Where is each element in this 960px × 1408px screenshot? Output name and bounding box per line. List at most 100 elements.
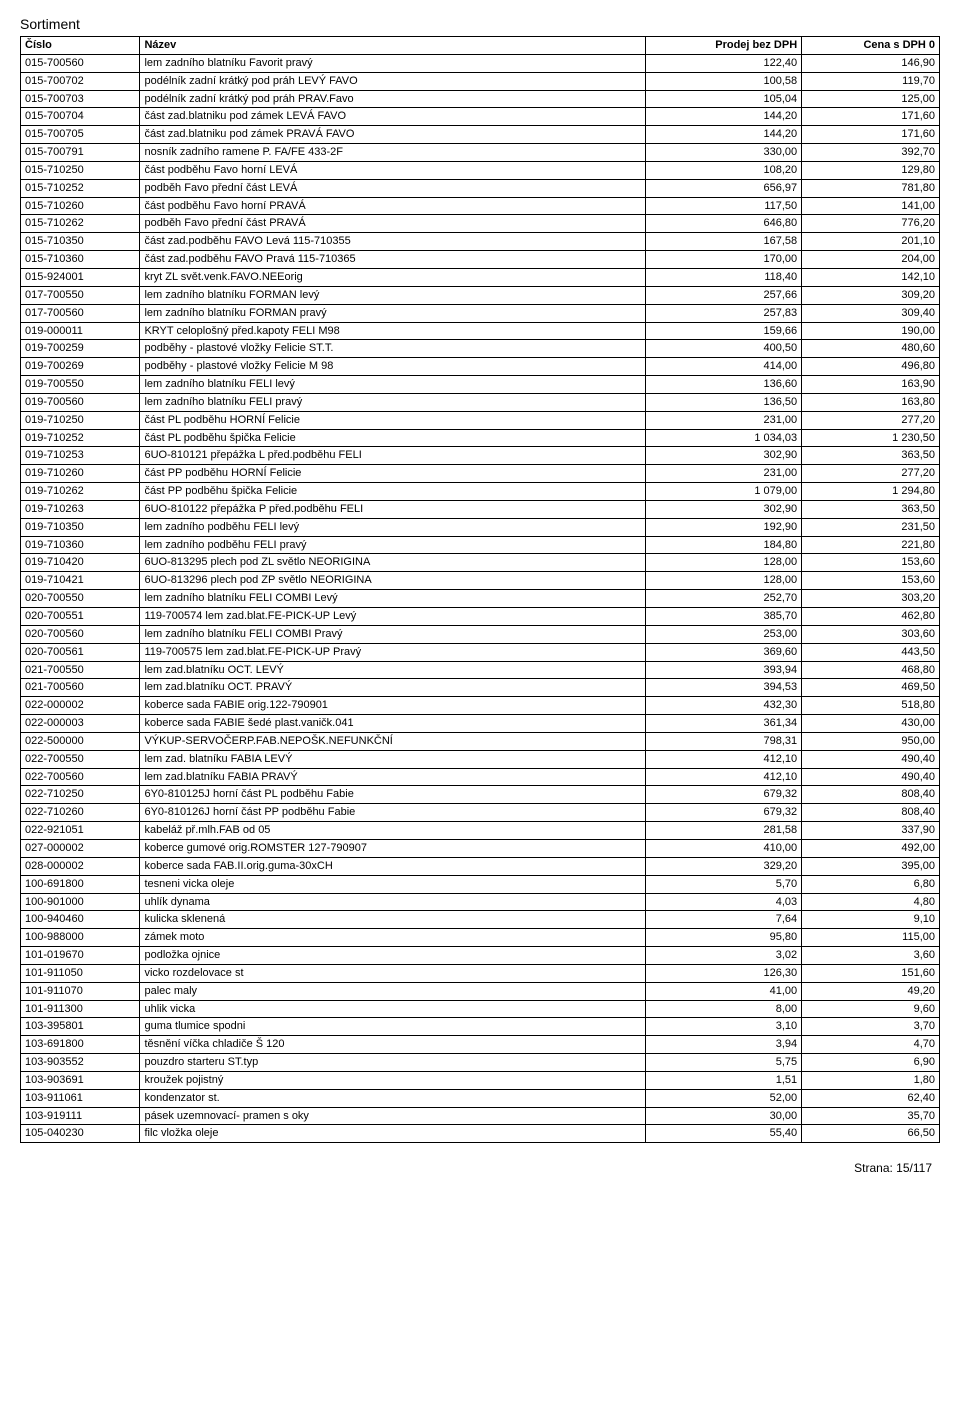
cell-number: 015-700791 — [21, 144, 140, 162]
cell-price-ex: 329,20 — [645, 857, 801, 875]
cell-name: 6UO-813295 plech pod ZL světlo NEORIGINA — [140, 554, 645, 572]
cell-price-inc: 496,80 — [802, 358, 940, 376]
table-row: 101-911070palec maly41,0049,20 — [21, 982, 940, 1000]
cell-number: 100-940460 — [21, 911, 140, 929]
cell-number: 019-710262 — [21, 483, 140, 501]
cell-price-ex: 1 034,03 — [645, 429, 801, 447]
cell-number: 101-911300 — [21, 1000, 140, 1018]
cell-name: část zad.podběhu FAVO Pravá 115-710365 — [140, 251, 645, 269]
table-row: 021-700550lem zad.blatníku OCT. LEVÝ393,… — [21, 661, 940, 679]
cell-number: 022-000002 — [21, 697, 140, 715]
table-row: 019-710260část PP podběhu HORNÍ Felicie2… — [21, 465, 940, 483]
cell-number: 015-700705 — [21, 126, 140, 144]
cell-name: část podběhu Favo horní PRAVÁ — [140, 197, 645, 215]
cell-price-ex: 105,04 — [645, 90, 801, 108]
cell-price-ex: 394,53 — [645, 679, 801, 697]
cell-name: 6UO-810121 přepážka L před.podběhu FELI — [140, 447, 645, 465]
cell-price-ex: 8,00 — [645, 1000, 801, 1018]
cell-name: 6Y0-810125J horní část PL podběhu Fabie — [140, 786, 645, 804]
cell-price-inc: 129,80 — [802, 161, 940, 179]
cell-price-ex: 184,80 — [645, 536, 801, 554]
cell-number: 103-919111 — [21, 1107, 140, 1125]
table-row: 022-700560lem zad.blatníku FABIA PRAVÝ41… — [21, 768, 940, 786]
cell-price-ex: 646,80 — [645, 215, 801, 233]
table-row: 015-710350část zad.podběhu FAVO Levá 115… — [21, 233, 940, 251]
cell-number: 015-700702 — [21, 72, 140, 90]
cell-name: palec maly — [140, 982, 645, 1000]
table-row: 015-700704část zad.blatniku pod zámek LE… — [21, 108, 940, 126]
page-title: Sortiment — [20, 16, 940, 32]
table-row: 015-924001kryt ZL svět.venk.FAVO.NEEorig… — [21, 268, 940, 286]
cell-number: 019-710252 — [21, 429, 140, 447]
cell-price-ex: 257,66 — [645, 286, 801, 304]
cell-price-inc: 6,90 — [802, 1054, 940, 1072]
cell-name: část zad.podběhu FAVO Levá 115-710355 — [140, 233, 645, 251]
table-row: 019-700259podběhy - plastové vložky Feli… — [21, 340, 940, 358]
table-row: 019-700550lem zadního blatníku FELI levý… — [21, 376, 940, 394]
table-row: 020-700561119-700575 lem zad.blat.FE-PIC… — [21, 643, 940, 661]
cell-name: tesneni vicka oleje — [140, 875, 645, 893]
cell-number: 028-000002 — [21, 857, 140, 875]
cell-price-inc: 392,70 — [802, 144, 940, 162]
cell-price-inc: 363,50 — [802, 500, 940, 518]
cell-number: 022-710260 — [21, 804, 140, 822]
cell-price-inc: 4,70 — [802, 1036, 940, 1054]
cell-price-ex: 159,66 — [645, 322, 801, 340]
cell-number: 019-710420 — [21, 554, 140, 572]
cell-price-ex: 361,34 — [645, 715, 801, 733]
cell-price-ex: 4,03 — [645, 893, 801, 911]
cell-number: 019-700269 — [21, 358, 140, 376]
cell-price-inc: 6,80 — [802, 875, 940, 893]
table-row: 028-000002koberce sada FAB.II.orig.guma-… — [21, 857, 940, 875]
table-row: 017-700560lem zadního blatníku FORMAN pr… — [21, 304, 940, 322]
cell-number: 019-700259 — [21, 340, 140, 358]
cell-price-ex: 679,32 — [645, 804, 801, 822]
cell-name: uhlík dynama — [140, 893, 645, 911]
cell-name: lem zadního podběhu FELI levý — [140, 518, 645, 536]
table-row: 100-940460kulicka sklenená7,649,10 — [21, 911, 940, 929]
cell-price-ex: 144,20 — [645, 108, 801, 126]
cell-price-ex: 100,58 — [645, 72, 801, 90]
cell-price-inc: 142,10 — [802, 268, 940, 286]
cell-name: kabeláž př.mlh.FAB od 05 — [140, 822, 645, 840]
cell-price-inc: 518,80 — [802, 697, 940, 715]
cell-number: 019-710253 — [21, 447, 140, 465]
cell-name: těsnění víčka chladiče Š 120 — [140, 1036, 645, 1054]
cell-number: 101-019670 — [21, 947, 140, 965]
cell-name: podběhy - plastové vložky Felicie M 98 — [140, 358, 645, 376]
cell-name: zámek moto — [140, 929, 645, 947]
table-row: 015-710250část podběhu Favo horní LEVÁ10… — [21, 161, 940, 179]
cell-price-ex: 136,60 — [645, 376, 801, 394]
table-row: 101-911300uhlik vicka8,009,60 — [21, 1000, 940, 1018]
cell-price-inc: 430,00 — [802, 715, 940, 733]
cell-name: lem zadního blatníku FORMAN pravý — [140, 304, 645, 322]
cell-price-ex: 330,00 — [645, 144, 801, 162]
cell-price-ex: 118,40 — [645, 268, 801, 286]
cell-name: lem zadního blatníku Favorit pravý — [140, 54, 645, 72]
cell-number: 022-921051 — [21, 822, 140, 840]
table-row: 020-700560lem zadního blatníku FELI COMB… — [21, 625, 940, 643]
cell-price-inc: 190,00 — [802, 322, 940, 340]
cell-price-inc: 277,20 — [802, 465, 940, 483]
cell-name: nosník zadního ramene P. FA/FE 433-2F — [140, 144, 645, 162]
cell-price-inc: 163,90 — [802, 376, 940, 394]
cell-number: 019-710260 — [21, 465, 140, 483]
cell-name: část zad.blatniku pod zámek LEVÁ FAVO — [140, 108, 645, 126]
cell-number: 019-710250 — [21, 411, 140, 429]
table-row: 019-7104216UO-813296 plech pod ZP světlo… — [21, 572, 940, 590]
cell-number: 100-901000 — [21, 893, 140, 911]
cell-name: 6Y0-810126J horní část PP podběhu Fabie — [140, 804, 645, 822]
cell-number: 022-500000 — [21, 732, 140, 750]
cell-name: KRYT celoplošný před.kapoty FELI M98 — [140, 322, 645, 340]
cell-number: 105-040230 — [21, 1125, 140, 1143]
cell-price-ex: 231,00 — [645, 411, 801, 429]
cell-price-ex: 302,90 — [645, 500, 801, 518]
cell-name: podběh Favo přední část PRAVÁ — [140, 215, 645, 233]
cell-price-inc: 3,70 — [802, 1018, 940, 1036]
cell-price-inc: 492,00 — [802, 839, 940, 857]
table-row: 015-700791nosník zadního ramene P. FA/FE… — [21, 144, 940, 162]
cell-price-ex: 128,00 — [645, 572, 801, 590]
table-row: 019-710252část PL podběhu špička Felicie… — [21, 429, 940, 447]
cell-price-inc: 204,00 — [802, 251, 940, 269]
cell-price-ex: 231,00 — [645, 465, 801, 483]
